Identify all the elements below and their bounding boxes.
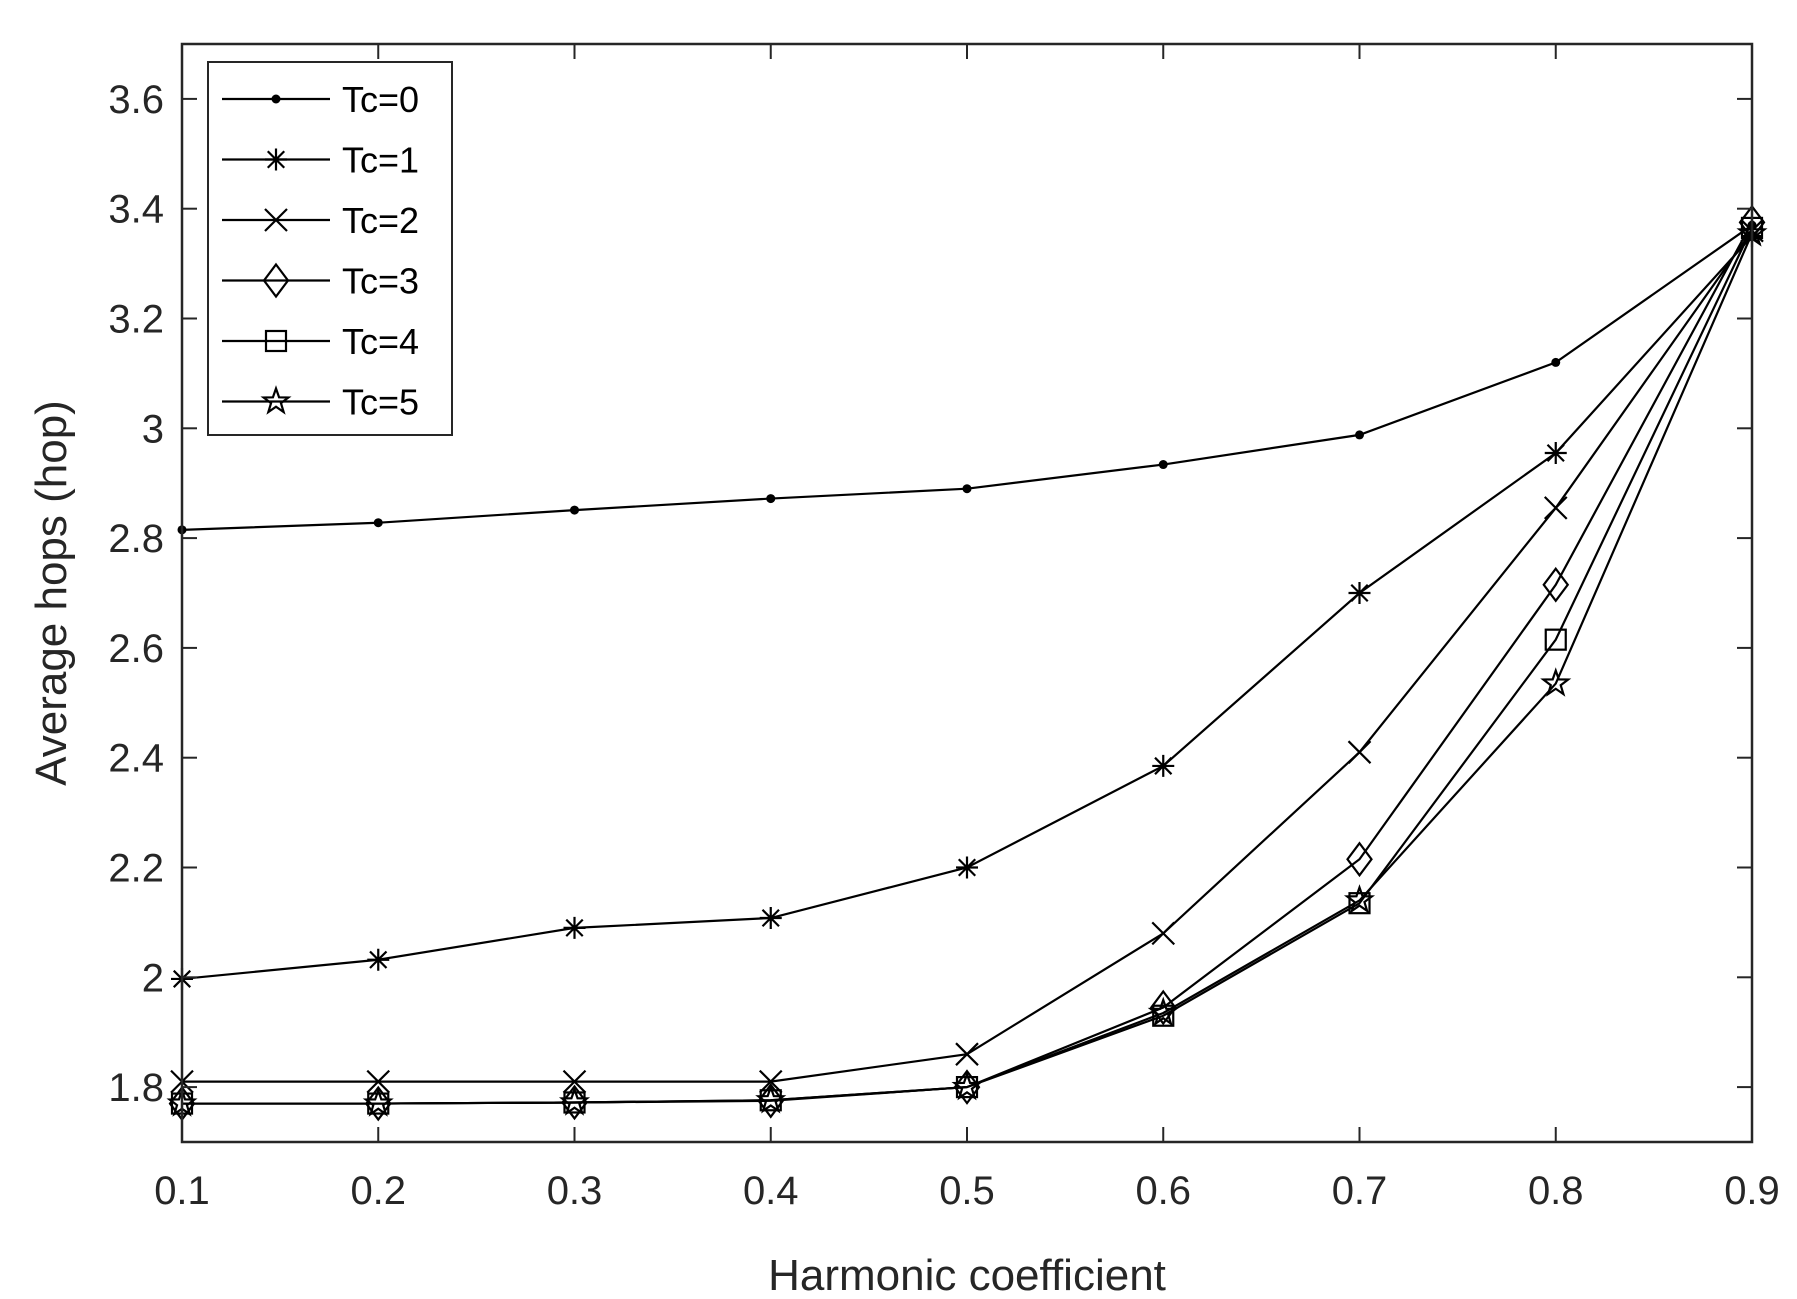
data-point xyxy=(570,505,579,515)
series-layer xyxy=(166,204,1768,1122)
x-tick-label: 0.6 xyxy=(1135,1169,1191,1213)
data-point xyxy=(1152,754,1175,777)
legend-item: Tc=5 xyxy=(222,382,419,423)
data-point xyxy=(1540,667,1572,697)
data-point xyxy=(956,856,978,879)
y-tick-label: 2.8 xyxy=(108,517,164,561)
legend-label: Tc=1 xyxy=(342,140,419,181)
data-point xyxy=(364,1085,392,1122)
y-tick-label: 2.6 xyxy=(108,627,164,671)
data-point xyxy=(1551,357,1561,367)
data-point xyxy=(951,1070,983,1101)
legend-marker xyxy=(262,262,290,299)
legend-item: Tc=1 xyxy=(222,140,419,181)
data-point xyxy=(955,1042,979,1066)
legend-item: Tc=0 xyxy=(222,79,419,120)
data-point xyxy=(1544,628,1567,651)
legend-item: Tc=3 xyxy=(222,261,419,302)
data-point xyxy=(1343,884,1376,914)
y-axis-label: Average hops (hop) xyxy=(27,400,76,786)
data-point xyxy=(1346,841,1373,878)
legend-label: Tc=0 xyxy=(342,79,419,120)
x-tick-label: 0.5 xyxy=(939,1169,995,1213)
plot-frame xyxy=(180,42,1754,1144)
data-point xyxy=(758,1069,783,1094)
x-tick-label: 0.1 xyxy=(154,1169,210,1213)
y-tick-label: 1.8 xyxy=(108,1066,164,1110)
legend-label: Tc=5 xyxy=(342,382,419,423)
legend-marker xyxy=(264,208,288,232)
data-point xyxy=(1355,430,1364,440)
x-tick-label: 0.3 xyxy=(547,1169,603,1213)
data-point xyxy=(1149,989,1177,1026)
data-point xyxy=(1544,442,1567,465)
legend: Tc=0 Tc=1 Tc=2 Tc=3 Tc=4 Tc=5 xyxy=(207,61,453,436)
data-point xyxy=(366,1069,391,1094)
data-point xyxy=(759,907,782,930)
y-tick-label: 2.4 xyxy=(108,737,164,781)
y-tick-label: 3 xyxy=(142,407,164,451)
x-tick-label: 0.8 xyxy=(1528,1169,1584,1213)
legend-box xyxy=(207,61,453,436)
y-tick-label: 3.4 xyxy=(108,188,164,232)
data-point xyxy=(1543,496,1568,520)
x-tick-label: 0.9 xyxy=(1724,1169,1780,1213)
legend-marker xyxy=(265,148,287,171)
data-point xyxy=(563,916,586,939)
data-point xyxy=(1348,582,1371,604)
legend-item: Tc=2 xyxy=(222,200,419,241)
x-tick-label: 0.4 xyxy=(743,1169,799,1213)
y-tick-label: 3.2 xyxy=(108,298,164,342)
data-point xyxy=(1147,996,1179,1027)
legend-label: Tc=4 xyxy=(342,321,419,362)
data-point xyxy=(1158,460,1168,470)
data-point xyxy=(561,1084,588,1121)
x-tick-label: 0.2 xyxy=(350,1169,406,1213)
data-point xyxy=(562,1069,587,1094)
data-point xyxy=(953,1069,981,1105)
data-point xyxy=(362,1087,394,1117)
data-point xyxy=(558,1086,591,1116)
y-tick-label: 3.6 xyxy=(108,78,164,122)
data-point xyxy=(755,1083,787,1114)
legend-label: Tc=2 xyxy=(342,200,419,241)
series-line xyxy=(182,232,1754,1105)
legend-marker xyxy=(264,329,288,353)
series-tc-1 xyxy=(171,225,1763,990)
x-tick-label: 0.7 xyxy=(1332,1169,1388,1213)
y-tick-label: 2 xyxy=(142,956,164,1000)
x-axis-label: Harmonic coefficient xyxy=(768,1251,1166,1299)
legend-marker xyxy=(271,94,281,104)
data-point xyxy=(1542,566,1570,603)
legend-item: Tc=4 xyxy=(222,321,419,362)
data-point xyxy=(1347,740,1372,764)
data-point xyxy=(367,948,390,971)
legend-label: Tc=3 xyxy=(342,261,419,302)
legend-marker xyxy=(260,385,292,415)
tick-layer: 0.1 0.2 0.3 0.4 0.5 0.6 0.7 0.8 0.9 1.8 2 2.2 2.4 2.6… xyxy=(108,44,1780,1213)
y-tick-label: 2.2 xyxy=(108,847,164,891)
data-point xyxy=(373,518,383,528)
data-point xyxy=(1348,892,1371,915)
data-point xyxy=(766,494,776,504)
data-point xyxy=(962,484,972,494)
data-point xyxy=(1151,921,1176,946)
